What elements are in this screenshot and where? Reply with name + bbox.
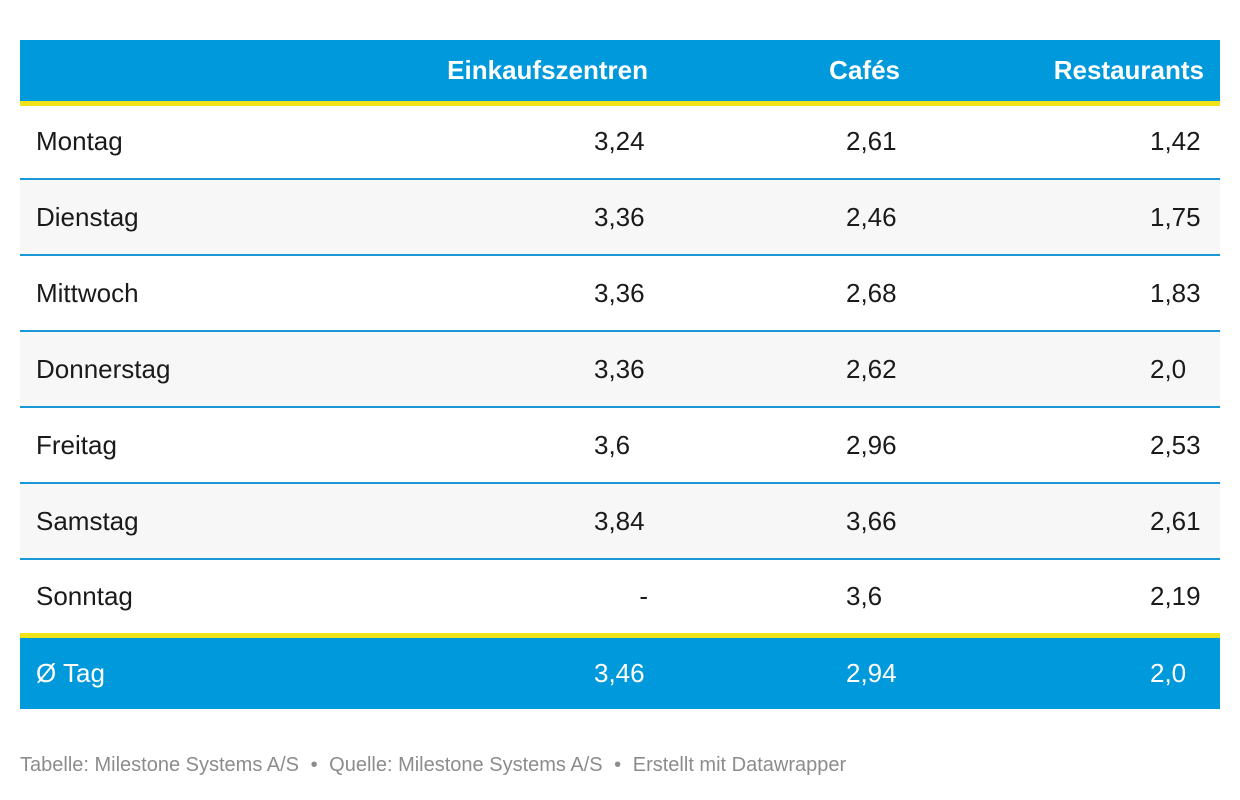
table-row: Donnerstag 3,36 2,62 2,0 bbox=[20, 330, 1220, 407]
table-header: Einkaufszentren Cafés Restaurants bbox=[20, 40, 1220, 106]
source-credit: Quelle: Milestone Systems A/S bbox=[329, 754, 603, 776]
cell-value: 3,84 bbox=[594, 505, 645, 536]
cell-einkaufszentren: 3,36 bbox=[420, 254, 664, 331]
cell-cafes: 3,6 bbox=[664, 558, 916, 635]
cell-value: 2,62 bbox=[846, 353, 897, 384]
table-summary: Ø Tag 3,46 2,94 2,0 bbox=[20, 632, 1220, 709]
cell-cafes: 2,68 bbox=[664, 254, 916, 331]
table-row: Freitag 3,6 2,96 2,53 bbox=[20, 406, 1220, 483]
cell-cafes: 2,46 bbox=[664, 178, 916, 255]
cell-einkaufszentren: - bbox=[420, 558, 664, 635]
table-row: Sonntag - 3,6 2,19 bbox=[20, 558, 1220, 635]
cell-value: 2,96 bbox=[846, 429, 897, 460]
summary-value: 3,46 bbox=[594, 657, 645, 688]
cell-restaurants: 1,75 bbox=[916, 178, 1220, 255]
row-label: Dienstag bbox=[20, 178, 420, 255]
table-row: Montag 3,24 2,61 1,42 bbox=[20, 103, 1220, 179]
table-row: Mittwoch 3,36 2,68 1,83 bbox=[20, 254, 1220, 331]
cell-value: 2,61 bbox=[846, 126, 897, 157]
cell-value: 2,53 bbox=[1150, 429, 1201, 460]
cell-restaurants: 2,61 bbox=[916, 482, 1220, 559]
cell-einkaufszentren: 3,36 bbox=[420, 178, 664, 255]
cell-value: - bbox=[639, 580, 648, 611]
footer-separator: • bbox=[310, 754, 318, 776]
cell-value: 3,6 bbox=[594, 429, 631, 460]
cell-restaurants: 1,42 bbox=[916, 103, 1220, 179]
cell-cafes: 2,62 bbox=[664, 330, 916, 407]
cell-einkaufszentren: 3,24 bbox=[420, 103, 664, 179]
cell-cafes: 2,96 bbox=[664, 406, 916, 483]
cell-value: 3,6 bbox=[846, 580, 883, 611]
cell-value: 3,36 bbox=[594, 201, 645, 232]
data-table: Einkaufszentren Cafés Restaurants Montag… bbox=[20, 40, 1220, 709]
summary-row: Ø Tag 3,46 2,94 2,0 bbox=[20, 632, 1220, 709]
summary-value: 2,0 bbox=[1150, 657, 1187, 688]
summary-label: Ø Tag bbox=[20, 632, 420, 709]
table-credit: Tabelle: Milestone Systems A/S bbox=[20, 754, 300, 776]
cell-einkaufszentren: 3,6 bbox=[420, 406, 664, 483]
table-row: Dienstag 3,36 2,46 1,75 bbox=[20, 178, 1220, 255]
cell-value: 1,42 bbox=[1150, 126, 1201, 157]
header-cell-einkaufszentren: Einkaufszentren bbox=[420, 40, 664, 106]
summary-value: 2,94 bbox=[846, 657, 897, 688]
summary-cell-einkaufszentren: 3,46 bbox=[420, 632, 664, 709]
row-label: Mittwoch bbox=[20, 254, 420, 331]
summary-cell-restaurants: 2,0 bbox=[916, 632, 1220, 709]
cell-cafes: 3,66 bbox=[664, 482, 916, 559]
table-footer: Tabelle: Milestone Systems A/S • Quelle:… bbox=[20, 754, 846, 777]
cell-value: 3,66 bbox=[846, 505, 897, 536]
row-label: Montag bbox=[36, 126, 123, 157]
table-body: Montag 3,24 2,61 1,42 Dienstag 3,36 2,46 1,75 Mi… bbox=[20, 103, 1220, 635]
cell-value: 2,46 bbox=[846, 201, 897, 232]
cell-restaurants: 2,19 bbox=[916, 558, 1220, 635]
made-with-credit: Erstellt mit Datawrapper bbox=[632, 754, 847, 776]
row-label: Sonntag bbox=[20, 558, 420, 635]
table-row: Samstag 3,84 3,66 2,61 bbox=[20, 482, 1220, 559]
cell-value: 1,75 bbox=[1150, 201, 1201, 232]
header-cell-cafes: Cafés bbox=[664, 40, 916, 106]
header-cell-restaurants: Restaurants bbox=[916, 40, 1220, 106]
row-label: Samstag bbox=[20, 482, 420, 559]
row-label: Donnerstag bbox=[20, 330, 420, 407]
cell-value: 2,68 bbox=[846, 277, 897, 308]
cell-restaurants: 1,83 bbox=[916, 254, 1220, 331]
cell-restaurants: 2,0 bbox=[916, 330, 1220, 407]
cell-einkaufszentren: 3,36 bbox=[420, 330, 664, 407]
cell-restaurants: 2,53 bbox=[916, 406, 1220, 483]
cell-value: 2,19 bbox=[1150, 580, 1201, 611]
header-row: Einkaufszentren Cafés Restaurants bbox=[20, 40, 1220, 106]
header-cell-row-label bbox=[20, 40, 420, 106]
cell-value: 1,83 bbox=[1150, 277, 1201, 308]
summary-cell-cafes: 2,94 bbox=[664, 632, 916, 709]
data-table-container: Einkaufszentren Cafés Restaurants Montag… bbox=[20, 40, 1220, 709]
cell-value: 2,61 bbox=[1150, 505, 1201, 536]
cell-value: 3,36 bbox=[594, 277, 645, 308]
footer-separator: • bbox=[614, 754, 622, 776]
cell-value: 3,36 bbox=[594, 353, 645, 384]
cell-einkaufszentren: 3,84 bbox=[420, 482, 664, 559]
row-label: Freitag bbox=[20, 406, 420, 483]
cell-value: 3,24 bbox=[594, 126, 645, 157]
cell-cafes: 2,61 bbox=[664, 103, 916, 179]
cell-value: 2,0 bbox=[1150, 353, 1187, 384]
